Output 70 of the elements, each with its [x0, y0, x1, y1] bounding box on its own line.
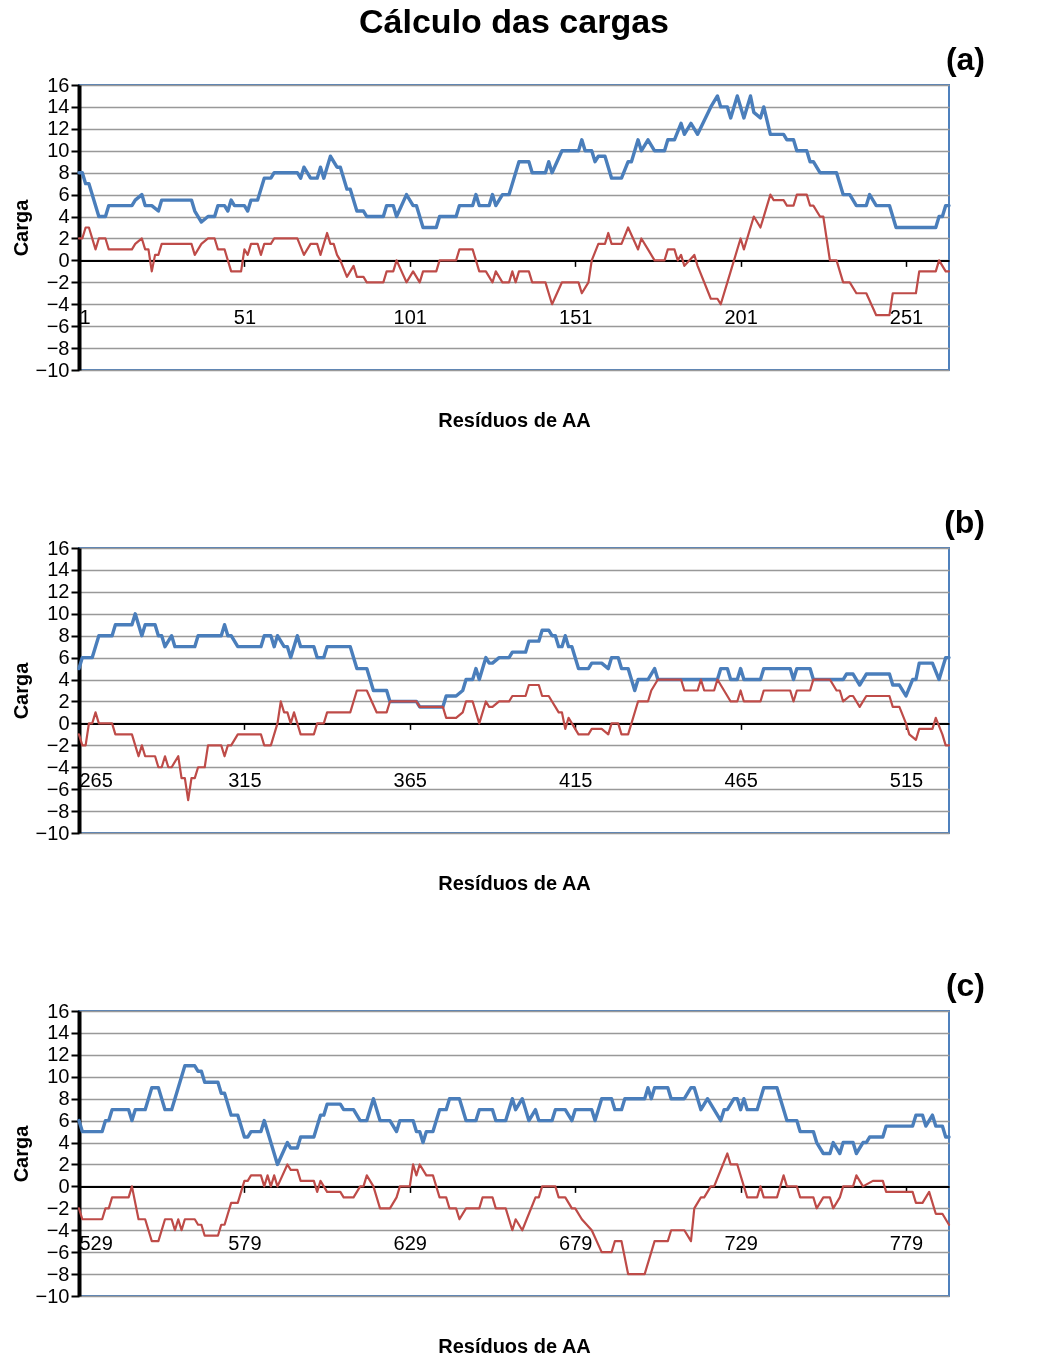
y-tick-label: 8 — [58, 624, 70, 647]
y-tick-label: 8 — [58, 161, 70, 184]
y-tick-label: −10 — [35, 1284, 70, 1307]
y-tick-label: 4 — [58, 205, 70, 228]
y-tick-label: −10 — [35, 358, 70, 381]
x-tick-label: 415 — [559, 768, 593, 791]
y-tick-label: −8 — [46, 799, 70, 822]
y-tick-label: −4 — [46, 755, 70, 778]
y-tick-label: 6 — [58, 646, 70, 669]
y-tick-label: 10 — [47, 1065, 70, 1088]
x-tick-label: 201 — [724, 305, 758, 328]
x-tick-label: 265 — [79, 768, 113, 791]
y-tick-label: −4 — [46, 1218, 70, 1241]
y-tick-label: 0 — [58, 1174, 70, 1197]
x-axis-title: Resíduos de AA — [438, 408, 591, 431]
text: (a) — [945, 41, 985, 77]
x-tick-label: 515 — [889, 768, 924, 791]
y-tick-label: 0 — [58, 711, 70, 734]
text: (b) — [944, 504, 985, 540]
y-tick-label: −8 — [46, 1262, 70, 1285]
y-tick-label: −6 — [46, 314, 70, 337]
x-axis-title: Resíduos de AA — [438, 871, 591, 894]
y-tick-label: 2 — [58, 689, 70, 712]
y-axis-title: Carga — [9, 661, 32, 720]
y-tick-label: 14 — [47, 558, 70, 581]
y-tick-label: 4 — [58, 668, 70, 691]
x-tick-label: 151 — [559, 305, 593, 328]
x-tick-label: 1 — [79, 305, 91, 328]
y-axis-title: Carga — [9, 1124, 32, 1183]
y-tick-label: 14 — [47, 1021, 70, 1044]
x-tick-label: 101 — [393, 305, 427, 328]
x-tick-label: 779 — [889, 1231, 924, 1254]
y-tick-label: 16 — [47, 999, 70, 1022]
x-tick-label: 251 — [889, 305, 924, 328]
y-tick-label: −6 — [46, 777, 70, 800]
x-tick-label: 465 — [724, 768, 758, 791]
y-tick-label: 2 — [58, 1152, 70, 1175]
y-tick-label: 10 — [47, 602, 70, 625]
y-tick-label: 12 — [47, 117, 70, 140]
x-axis-title: Resíduos de AA — [438, 1334, 591, 1357]
x-tick-label: 579 — [228, 1231, 262, 1254]
y-tick-label: 12 — [47, 580, 70, 603]
x-tick-label: 729 — [724, 1231, 758, 1254]
y-axis-title: Carga — [9, 198, 32, 257]
y-tick-label: 2 — [58, 226, 70, 249]
y-tick-label: −4 — [46, 292, 70, 315]
y-tick-label: −10 — [35, 821, 70, 844]
x-tick-label: 315 — [228, 768, 262, 791]
y-tick-label: 10 — [47, 139, 70, 162]
x-tick-label: 51 — [233, 305, 257, 328]
x-tick-label: 529 — [79, 1231, 113, 1254]
x-tick-label: 365 — [393, 768, 427, 791]
y-tick-label: 4 — [58, 1131, 70, 1154]
text: (c) — [945, 967, 985, 1003]
y-tick-label: 8 — [58, 1087, 70, 1110]
y-tick-label: 6 — [58, 183, 70, 206]
x-tick-label: 679 — [559, 1231, 593, 1254]
y-tick-label: −2 — [46, 733, 70, 756]
y-tick-label: −2 — [46, 270, 70, 293]
y-tick-label: −8 — [46, 336, 70, 359]
y-tick-label: 12 — [47, 1043, 70, 1066]
y-tick-label: 16 — [47, 73, 70, 96]
y-tick-label: −6 — [46, 1240, 70, 1263]
y-tick-label: 14 — [47, 95, 70, 118]
y-tick-label: −2 — [46, 1196, 70, 1219]
chart-title: Cálculo das cargas — [359, 2, 669, 40]
y-tick-label: 0 — [58, 248, 70, 271]
x-tick-label: 629 — [393, 1231, 427, 1254]
y-tick-label: 6 — [58, 1109, 70, 1132]
y-tick-label: 16 — [47, 536, 70, 559]
